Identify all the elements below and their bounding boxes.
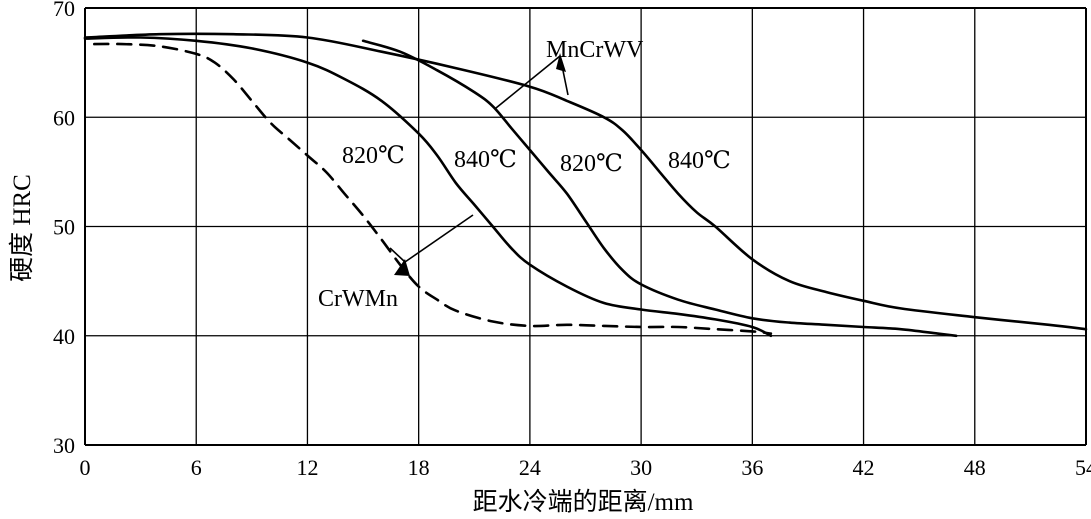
y-tick-label: 40 <box>53 324 75 349</box>
series-line-mncrwv-840- <box>83 32 1088 331</box>
crwmn-arrowhead <box>394 259 410 276</box>
x-tick-label: 12 <box>296 455 318 480</box>
series-line-crwmn-840- <box>83 36 773 338</box>
crwmn-group-label: CrWMn <box>318 286 398 312</box>
crwmn-leader-line <box>404 214 474 263</box>
series-lines <box>83 32 1088 338</box>
x-tick-label: 6 <box>191 455 202 480</box>
crwmn-leader-line <box>389 247 406 263</box>
y-axis-label: 硬度 HRC <box>8 174 36 282</box>
x-tick-label: 18 <box>408 455 430 480</box>
y-tick-label: 50 <box>53 215 75 240</box>
series-line-crwmn-820- <box>93 42 773 335</box>
grid <box>84 7 1087 446</box>
mncrwv-leader-line <box>495 55 561 109</box>
annotations: MnCrWV CrWMn 820℃ 840℃ 820℃ 840℃ <box>318 37 731 312</box>
mncrwv-group-label: MnCrWV <box>546 37 644 63</box>
crwmn-820-label: 820℃ <box>342 143 405 169</box>
x-tick-label: 36 <box>741 455 763 480</box>
mncrwv-arrowhead <box>556 53 566 72</box>
x-tick-label: 0 <box>80 455 91 480</box>
mncrwv-820-label: 820℃ <box>560 151 623 177</box>
x-tick-label: 48 <box>964 455 986 480</box>
x-tick-label: 30 <box>630 455 652 480</box>
y-tick-label: 60 <box>53 105 75 130</box>
x-axis-label: 距水冷端的距离/mm <box>473 488 694 516</box>
x-tick-label: 24 <box>519 455 541 480</box>
mncrwv-840-label: 840℃ <box>668 148 731 174</box>
series-line-mncrwv-820- <box>361 39 958 338</box>
x-tick-label: 54 <box>1075 455 1091 480</box>
tick-labels: 0 6 12 18 24 30 36 42 48 54 30 40 50 60 70 <box>53 0 1091 480</box>
crwmn-840-label: 840℃ <box>454 147 517 173</box>
y-tick-label: 70 <box>53 0 75 21</box>
y-tick-label: 30 <box>53 433 75 458</box>
x-tick-label: 42 <box>853 455 875 480</box>
